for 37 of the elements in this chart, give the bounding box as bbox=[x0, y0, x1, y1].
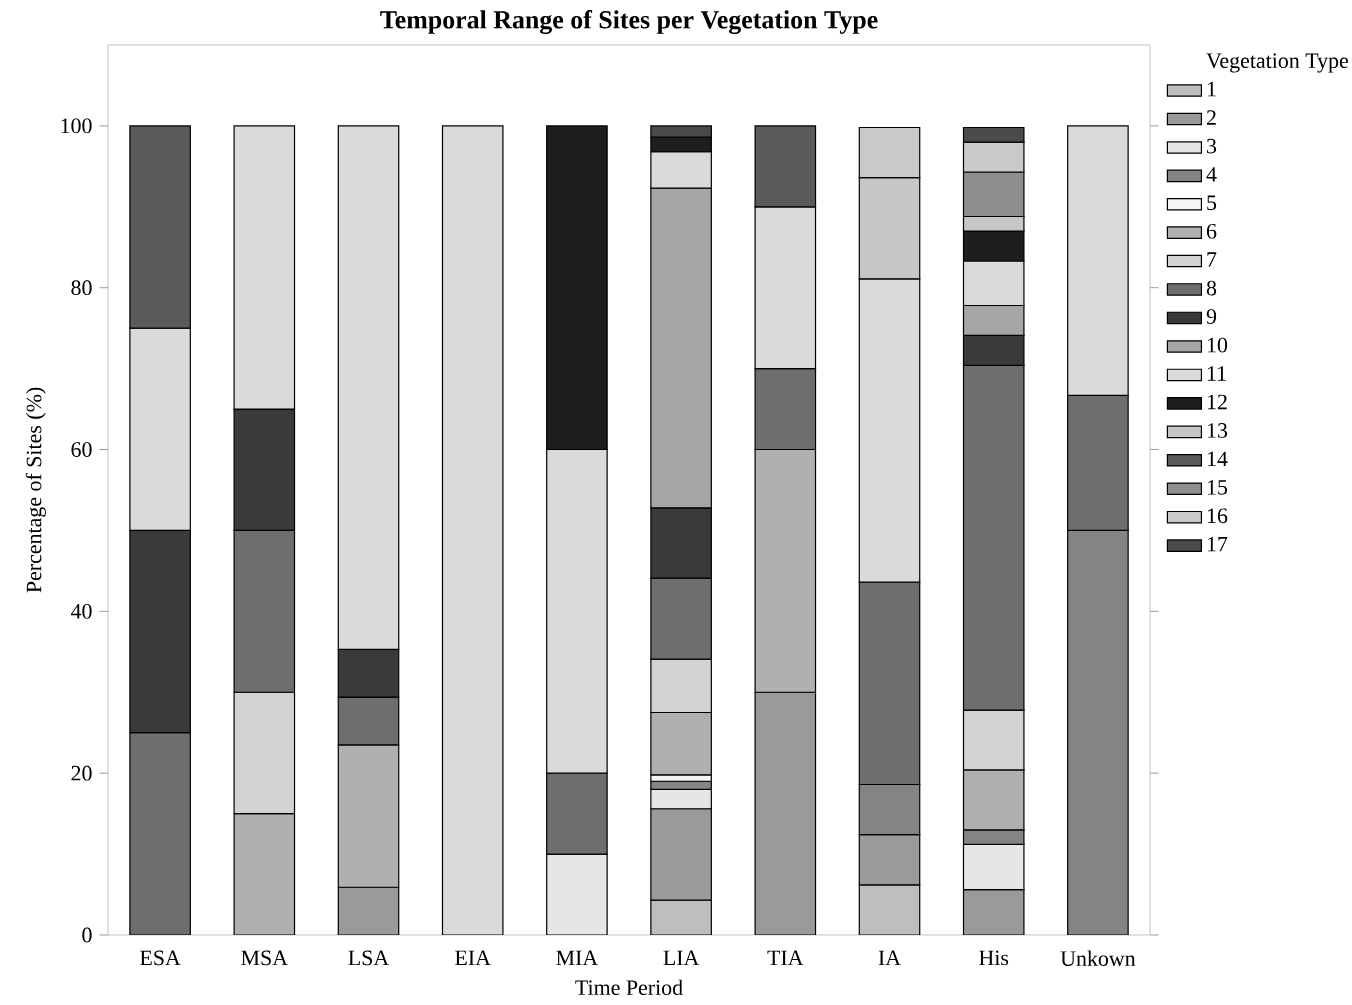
legend-label: 10 bbox=[1207, 337, 1228, 353]
x-tick-label: LIA bbox=[663, 950, 700, 965]
x-tick-label: Unkown bbox=[1060, 950, 1136, 966]
legend-label: 8 bbox=[1206, 280, 1217, 296]
legend-label: 1 bbox=[1207, 81, 1216, 97]
x-tick-label: MSA bbox=[241, 950, 288, 966]
x-axis-title: Time Period bbox=[575, 979, 683, 996]
legend-label: 5 bbox=[1207, 195, 1217, 211]
legend-label: 13 bbox=[1207, 423, 1228, 438]
x-tick-label: His bbox=[979, 950, 1009, 966]
legend-label: 3 bbox=[1207, 138, 1217, 154]
legend-label: 7 bbox=[1207, 252, 1217, 267]
y-tick-label: 100 bbox=[61, 118, 92, 134]
legend-label: 14 bbox=[1207, 451, 1228, 467]
x-tick-label: EIA bbox=[455, 950, 491, 965]
x-tick-label: ESA bbox=[140, 950, 181, 966]
y-tick-label: 60 bbox=[71, 442, 92, 457]
legend-label: 9 bbox=[1206, 309, 1217, 324]
legend-label: 17 bbox=[1207, 536, 1228, 552]
legend-label: 4 bbox=[1206, 167, 1217, 182]
x-tick-label: TIA bbox=[767, 950, 804, 965]
x-tick-label: MIA bbox=[556, 950, 599, 965]
y-tick-label: 80 bbox=[71, 280, 92, 296]
y-tick-label: 40 bbox=[70, 603, 92, 619]
legend-label: 15 bbox=[1207, 480, 1228, 495]
legend-label: 6 bbox=[1206, 223, 1217, 239]
legend-title: Vegetation Type bbox=[1206, 53, 1348, 73]
y-tick-label: 20 bbox=[71, 765, 92, 781]
y-tick-label: 0 bbox=[82, 927, 92, 943]
y-axis-title: Percentage of Sites (%) bbox=[25, 387, 46, 593]
legend-label: 12 bbox=[1207, 394, 1227, 410]
legend-label: 16 bbox=[1207, 508, 1228, 524]
legend-label: 2 bbox=[1206, 110, 1216, 125]
x-tick-label: LSA bbox=[348, 950, 390, 966]
legend-label: 11 bbox=[1207, 366, 1226, 381]
chart-title: Temporal Range of Sites per Vegetation Type bbox=[380, 10, 878, 34]
x-tick-label: IA bbox=[878, 950, 901, 965]
